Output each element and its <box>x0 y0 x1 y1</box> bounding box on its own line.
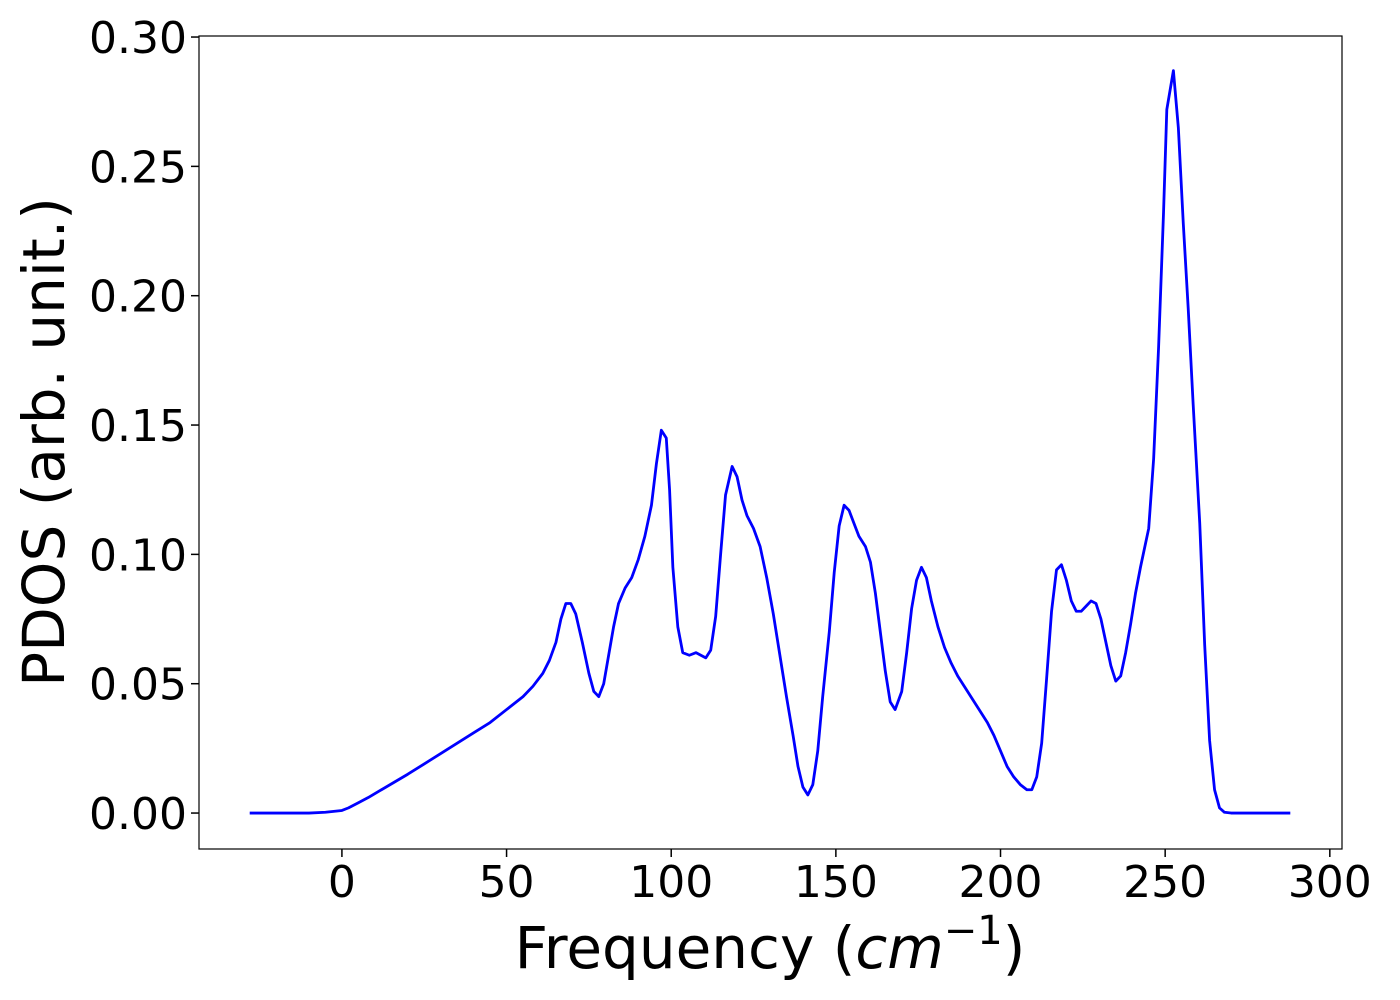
y-tick-label: 0.30 <box>89 13 187 64</box>
y-tick-label: 0.00 <box>89 789 187 840</box>
x-label-close: ) <box>1003 914 1026 982</box>
x-tick-label: 0 <box>328 857 356 908</box>
x-label-unit: cm <box>855 914 943 982</box>
x-tick-label: 200 <box>959 857 1043 908</box>
y-tick-label: 0.20 <box>89 272 187 323</box>
x-axis-label: Frequency (cm−1) <box>515 908 1026 982</box>
data-line <box>249 69 1291 815</box>
x-tick-label: 150 <box>794 857 878 908</box>
y-axis-label: PDOS (arb. unit.) <box>10 197 78 687</box>
x-tick-label: 250 <box>1123 857 1207 908</box>
x-tick-label: 50 <box>479 857 535 908</box>
plot-frame <box>198 35 1343 850</box>
x-label-exponent: −1 <box>944 908 1003 954</box>
y-tick-label: 0.25 <box>89 142 187 193</box>
y-tick-label: 0.05 <box>89 660 187 711</box>
x-tick-label: 100 <box>629 857 713 908</box>
y-tick-label: 0.10 <box>89 530 187 581</box>
y-tick-label: 0.15 <box>89 401 187 452</box>
x-tick-label: 300 <box>1288 857 1372 908</box>
x-label-text: Frequency ( <box>515 914 856 982</box>
